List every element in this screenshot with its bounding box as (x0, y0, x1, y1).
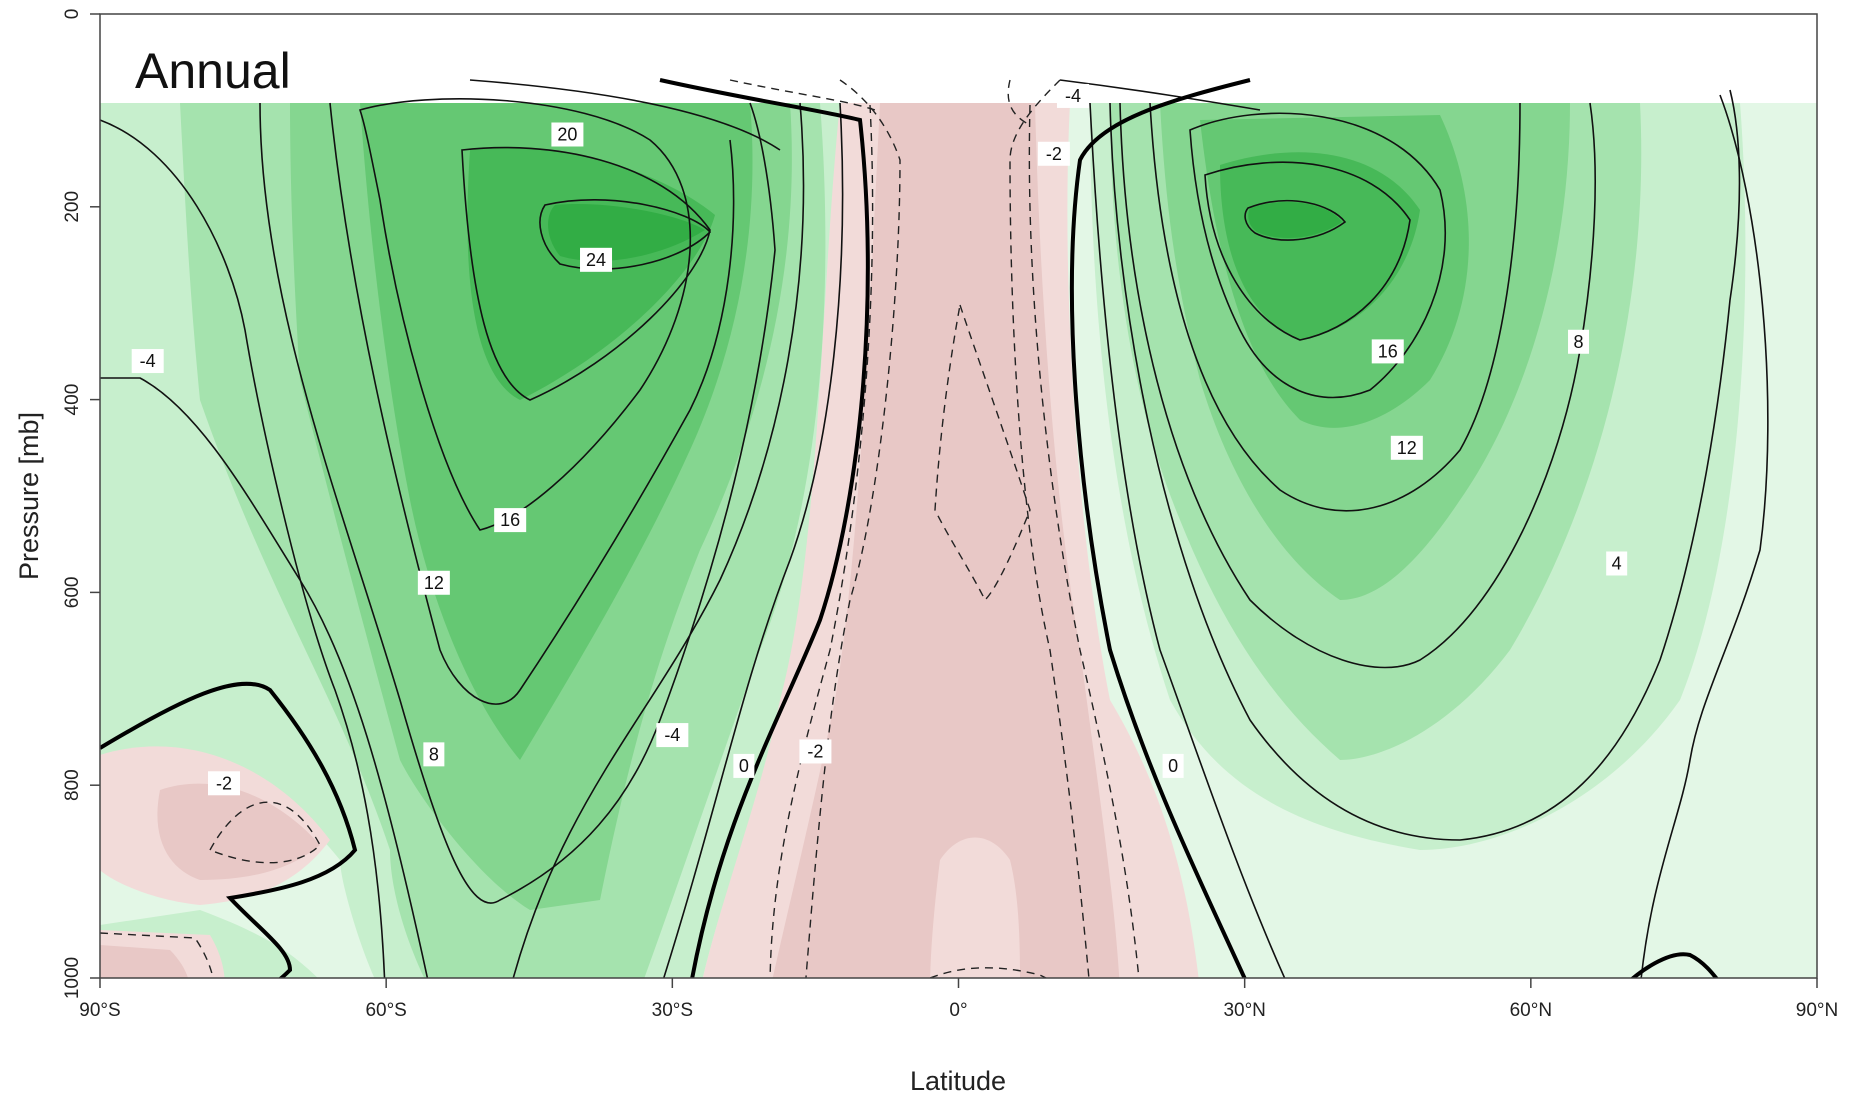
y-tick-label-5: 1000 (62, 957, 83, 999)
x-tick-label-2: 30°S (652, 1000, 693, 1021)
contour-label-bg-14 (1390, 435, 1423, 460)
contour-24-sh (539, 199, 712, 270)
plot-area (100, 14, 1817, 978)
contour-neg4-tropics-nh (1009, 79, 1090, 978)
contour-12-nh (1149, 102, 1521, 512)
contour-label-bg-4 (423, 742, 445, 767)
contour-20-sh (461, 146, 711, 401)
contour-label-6: -2 (216, 773, 232, 793)
contour-4-nh-polar (1640, 94, 1769, 978)
contour-label-bg-9 (799, 739, 832, 764)
fill-easterly-sh-polar-core (157, 783, 320, 880)
contour-8-sh (512, 102, 805, 978)
contour-neg-top-nh (1007, 79, 1031, 126)
fill-band-nh-7 (1248, 202, 1342, 238)
zero-contour-sh (659, 78, 870, 978)
contour-label-10: -4 (1065, 86, 1081, 106)
contour-neg2-tropics-nh (1028, 104, 1140, 978)
contour-4-sh-2 (662, 102, 844, 978)
contour-label-bg-10 (1056, 83, 1089, 108)
contour-label-bg-16 (1606, 551, 1628, 576)
contour-24-nh (1244, 200, 1347, 241)
contour-label-bg-15 (1568, 329, 1590, 354)
contour-label-bg-5 (131, 349, 164, 374)
chart-title: Annual (135, 43, 291, 99)
contour-neg-top-sh (729, 79, 876, 111)
contour-20-nh (1204, 161, 1411, 341)
fill-easterly-sh-surface-core (100, 945, 188, 978)
contour-label-8: 0 (739, 756, 749, 776)
contour-label-9: -2 (807, 741, 823, 761)
x-tick-label-0: 90°S (79, 1000, 120, 1021)
y-tick-label-0: 0 (62, 9, 83, 20)
x-tick-label-6: 90°N (1796, 1000, 1838, 1021)
contour-neg2-sh-surface (100, 932, 214, 978)
x-tick-label-4: 30°N (1223, 1000, 1265, 1021)
contour-label-bg-1 (580, 247, 613, 272)
contour-label-bg-12 (1162, 753, 1184, 778)
zero-contour-nh (1069, 78, 1251, 978)
contour-8-sh-loop (259, 102, 776, 904)
y-tick-label-4: 800 (62, 769, 83, 801)
fill-band-nh-6 (1220, 152, 1420, 340)
contour-label-bg-3 (417, 570, 450, 595)
x-axis-title: Latitude (910, 1066, 1006, 1096)
contour-label-4: 8 (429, 744, 439, 764)
contour-label-bg-0 (551, 122, 584, 147)
contour-4-sh-cut (100, 377, 429, 978)
contour-label-bg-7 (656, 723, 689, 748)
contour-8-nh (1119, 102, 1596, 669)
contour-neg4-tropics-sh (805, 79, 901, 978)
x-tick-label-1: 60°S (365, 1000, 406, 1021)
contour-label-12: 0 (1168, 756, 1178, 776)
contour-16-nh (1189, 112, 1447, 399)
contour-label-0: 20 (557, 125, 577, 145)
contour-label-16: 4 (1612, 553, 1622, 573)
contour-label-2: 16 (500, 510, 520, 530)
top-blank-region (100, 14, 1817, 103)
contour-label-3: 12 (424, 573, 444, 593)
contour-4-sh (100, 119, 386, 978)
contour-4-nh (1089, 102, 1286, 978)
fill-easterly-equator-gap (930, 837, 1020, 978)
contour-4-nh-2 (1109, 89, 1741, 841)
contour-16-sh (358, 98, 692, 531)
contour-label-bg-13 (1371, 339, 1404, 364)
contour-label-7: -4 (664, 725, 680, 745)
x-tick-label-5: 60°N (1510, 1000, 1552, 1021)
y-axis-title: Pressure [mb] (14, 412, 44, 580)
contour-label-bg-11 (1037, 141, 1070, 166)
y-tick-label-1: 200 (62, 191, 83, 223)
contour-label-bg-6 (208, 771, 241, 796)
contour-neg2-tropics-sh (769, 104, 874, 978)
contour-labels: 20 24 16 12 8 -4 -2 -4 0 -2 -4 -2 0 16 12 8 4 (131, 83, 1628, 796)
contour-neg2-equator-loop (934, 304, 1031, 602)
fill-band-sh-6 (467, 148, 715, 400)
contour-top-sh (469, 79, 781, 151)
fill-band-sh-7 (548, 204, 705, 261)
contour-label-14: 12 (1397, 438, 1417, 458)
x-axis: 90°S 60°S 30°S 0° 30°N 60°N 90°N (79, 978, 1838, 1021)
contour-label-1: 24 (586, 250, 606, 270)
contour-neg2-equator-surface (928, 967, 1048, 978)
contour-label-bg-8 (733, 753, 755, 778)
x-tick-label-3: 0° (949, 1000, 967, 1021)
fill-easterly-tropics-core (772, 103, 1120, 978)
contour-label-13: 16 (1378, 341, 1398, 361)
y-tick-label-2: 400 (62, 384, 83, 416)
contour-label-5: -4 (140, 351, 156, 371)
zero-contour-sh-polar (100, 681, 358, 978)
contour-label-bg-2 (494, 508, 527, 533)
y-tick-label-3: 600 (62, 577, 83, 609)
y-axis: 0 200 400 600 800 1000 (62, 9, 100, 999)
contour-label-15: 8 (1574, 332, 1584, 352)
contour-top-nh (1059, 79, 1261, 111)
contour-neg2-sh-polar (209, 801, 321, 864)
contour-12-sh (329, 102, 735, 705)
zero-contour-nh-polar (1630, 952, 1719, 978)
contour-label-11: -2 (1046, 144, 1062, 164)
